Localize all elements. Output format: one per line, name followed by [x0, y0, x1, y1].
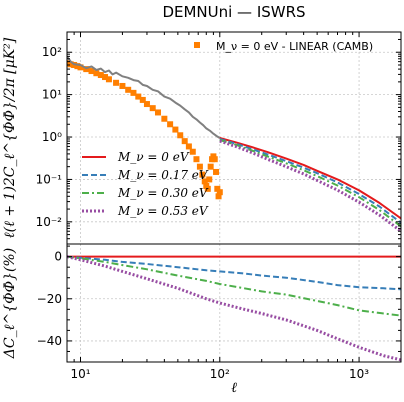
linear-camb-point	[177, 132, 184, 139]
bottom-y-tick-label: −20	[37, 292, 62, 306]
linear-camb-point	[67, 61, 74, 68]
linear-camb-point	[181, 138, 188, 145]
linear-camb-point	[207, 163, 214, 170]
top-series	[67, 55, 401, 233]
legend-label-massless: M_ν = 0 eV	[117, 150, 190, 164]
linear-camb-point	[213, 168, 220, 175]
chart-title: DEMNUni — ISWRS	[162, 3, 305, 21]
top-series-line-3	[219, 138, 401, 224]
legend-linear-marker	[194, 42, 200, 48]
x-tick-label: 10³	[349, 367, 369, 381]
top-y-tick-label: 10⁰	[42, 130, 62, 144]
linear-camb-point	[88, 68, 95, 75]
linear-camb-point	[215, 193, 222, 200]
linear-camb-point	[172, 126, 179, 133]
top-y-tick-label: 10²	[42, 45, 62, 59]
linear-camb-point	[216, 189, 223, 196]
bottom-ticks: 10¹ 10² 10³ 0 −20 −40	[37, 245, 402, 381]
linear-camb-point	[113, 79, 120, 86]
top-panel: 10⁻² 10⁻¹ 10⁰ 10¹ 10²	[36, 31, 402, 245]
linear-camb-point	[193, 156, 200, 163]
bottom-y-tick-label: −40	[37, 334, 62, 348]
linear-camb-point	[206, 176, 213, 183]
bottom-panel: 10¹ 10² 10³ 0 −20 −40	[37, 243, 402, 381]
linear-camb-point	[214, 185, 221, 192]
legend-linear-label: M_ν = 0 eV - LINEAR (CAMB)	[216, 40, 373, 53]
linear-camb-point	[93, 70, 100, 77]
linear-camb-point	[211, 156, 218, 163]
linear-camb-point	[77, 64, 84, 71]
linear-camb-point	[105, 76, 112, 83]
linear-camb-point	[154, 109, 161, 116]
bottom-y-tick-label: 0	[54, 250, 62, 264]
linear-camb-point	[199, 171, 206, 178]
x-tick-label: 10²	[210, 367, 230, 381]
bottom-series-line-2	[67, 255, 401, 317]
linear-camb-point	[74, 63, 81, 70]
legend-lower: M_ν = 0 eV M_ν = 0.17 eV M_ν = 0.30 eV M…	[82, 150, 209, 218]
linear-camb-point	[204, 185, 211, 192]
linear-camb-point	[161, 115, 168, 122]
bottom-series-line-1	[67, 255, 401, 291]
legend-label-053: M_ν = 0.53 eV	[117, 204, 209, 218]
top-y-axis-label: ℓ(ℓ + 1)2C_ℓ^{ΦΦ̇}/2π [μK²]	[2, 37, 18, 238]
bottom-series-line-3	[67, 255, 401, 362]
linear-camb-point	[149, 105, 156, 112]
linear-camb-point	[185, 143, 192, 150]
top-series-line-1	[67, 55, 221, 139]
linear-camb-point	[119, 82, 126, 89]
bottom-y-axis-label: ΔC_ℓ^{ΦΦ̇}(%)	[2, 248, 18, 359]
top-series-line-4	[219, 139, 401, 228]
linear-camb-point	[189, 148, 196, 155]
linear-camb-point	[125, 86, 132, 93]
linear-camb-point	[97, 72, 104, 79]
linear-camb-point	[139, 96, 146, 103]
linear-camb-point	[135, 93, 142, 100]
x-tick-label: 10¹	[70, 367, 90, 381]
top-y-tick-label: 10¹	[42, 88, 62, 102]
top-series-line-2	[219, 137, 401, 220]
linear-camb-point	[143, 101, 150, 108]
top-series-line-5	[219, 139, 401, 233]
legend-upper: M_ν = 0 eV - LINEAR (CAMB)	[194, 40, 373, 53]
bottom-series	[67, 255, 401, 362]
x-axis-label: ℓ	[231, 380, 237, 396]
bottom-panel-frame	[66, 243, 402, 363]
top-y-tick-label: 10⁻¹	[36, 172, 63, 186]
legend-label-030: M_ν = 0.30 eV	[117, 186, 209, 200]
linear-camb-point	[102, 74, 109, 81]
linear-camb-point	[167, 121, 174, 128]
linear-camb-point	[201, 178, 208, 185]
legend-label-017: M_ν = 0.17 eV	[117, 168, 209, 182]
top-y-tick-label: 10⁻²	[36, 215, 63, 229]
linear-camb-point	[130, 89, 137, 96]
linear-camb-point	[196, 163, 203, 170]
